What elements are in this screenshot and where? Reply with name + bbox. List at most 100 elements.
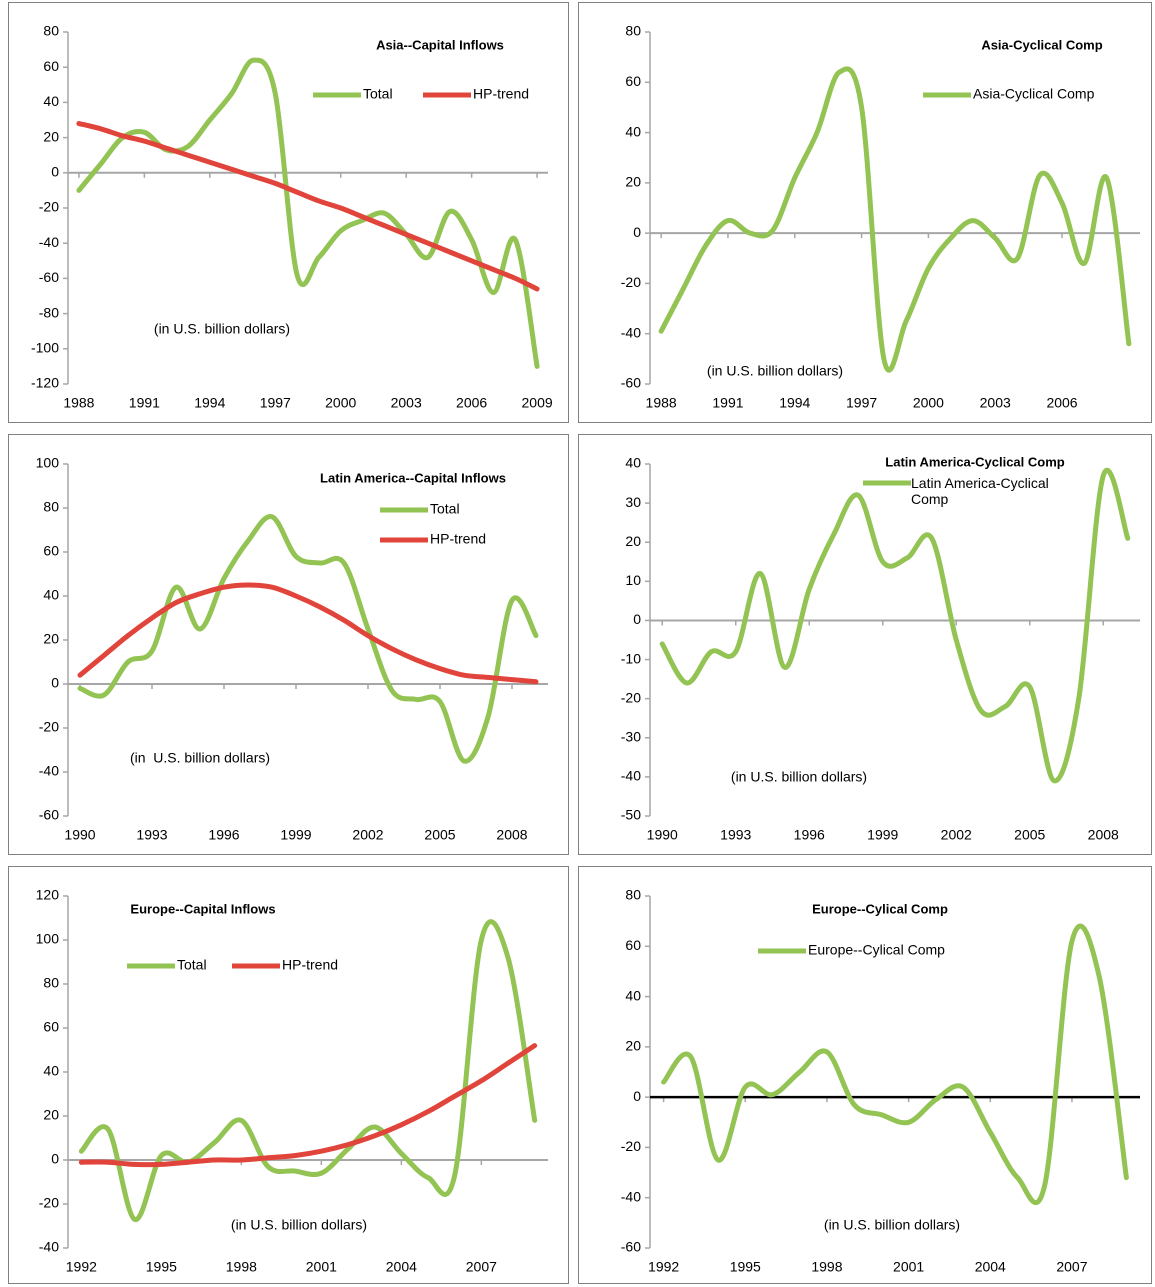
y-tick-label: 0: [51, 1151, 59, 1167]
y-tick-label: -50: [621, 807, 641, 823]
y-tick-label: 40: [625, 123, 641, 139]
legend-label: HP-trend: [282, 957, 338, 973]
x-tick-label: 2004: [975, 1259, 1006, 1275]
x-tick-label: 1993: [720, 827, 751, 843]
y-tick-label: 20: [43, 128, 59, 144]
y-tick-label: 20: [625, 174, 641, 190]
y-tick-label: 0: [633, 224, 641, 240]
y-tick-label: -40: [621, 1188, 641, 1204]
y-tick-label: -10: [621, 650, 641, 666]
x-tick-label: 2002: [941, 827, 972, 843]
chart-title: Asia-Cyclical Comp: [981, 37, 1102, 52]
x-tick-label: 2000: [913, 395, 944, 411]
y-tick-label: -20: [39, 719, 59, 735]
y-tick-label: -120: [31, 375, 59, 391]
x-tick-label: 2003: [391, 395, 422, 411]
x-tick-label: 1996: [208, 827, 239, 843]
y-tick-label: 40: [43, 1063, 59, 1079]
panel-border: [578, 2, 1152, 423]
y-tick-label: -20: [39, 199, 59, 215]
x-tick-label: 2006: [1046, 395, 1077, 411]
x-tick-label: 1990: [64, 827, 95, 843]
y-tick-label: 80: [625, 887, 641, 903]
x-tick-label: 1999: [280, 827, 311, 843]
y-tick-label: 40: [625, 987, 641, 1003]
y-tick-label: 40: [625, 455, 641, 471]
unit-note: (in U.S. billion dollars): [824, 1217, 960, 1233]
x-tick-label: 2008: [496, 827, 527, 843]
y-tick-label: -60: [39, 269, 59, 285]
y-tick-label: -40: [39, 234, 59, 250]
x-tick-label: 1992: [66, 1259, 97, 1275]
legend-label: Latin America-Cyclical Comp: [911, 475, 1049, 507]
y-tick-label: 20: [43, 631, 59, 647]
legend-label: Total: [430, 501, 460, 517]
unit-note: (in U.S. billion dollars): [231, 1217, 367, 1233]
x-tick-label: 2008: [1088, 827, 1119, 843]
x-tick-label: 2007: [466, 1259, 497, 1275]
y-tick-label: -20: [621, 689, 641, 705]
y-tick-label: 80: [43, 499, 59, 515]
chart-title: Asia--Capital Inflows: [376, 37, 504, 52]
x-tick-label: 1999: [867, 827, 898, 843]
y-tick-label: 100: [36, 455, 60, 471]
x-tick-label: 1988: [646, 395, 677, 411]
y-tick-label: 30: [625, 494, 641, 510]
y-tick-label: 60: [43, 543, 59, 559]
y-tick-label: -40: [39, 1239, 59, 1255]
y-tick-label: -60: [39, 807, 59, 823]
x-tick-label: 1994: [194, 395, 225, 411]
panel-border: [8, 434, 569, 855]
y-tick-label: 80: [43, 975, 59, 991]
y-tick-label: 20: [43, 1107, 59, 1123]
x-tick-label: 2007: [1056, 1259, 1087, 1275]
y-tick-label: 60: [43, 58, 59, 74]
series-line: [78, 1043, 538, 1168]
y-tick-label: -60: [621, 1239, 641, 1255]
y-tick-label: -60: [621, 375, 641, 391]
y-tick-label: 0: [51, 675, 59, 691]
y-tick-label: -40: [621, 768, 641, 784]
y-tick-label: 20: [625, 1038, 641, 1054]
x-tick-label: 1990: [647, 827, 678, 843]
chart-title: Europe--Cylical Comp: [812, 901, 948, 916]
series-line: [658, 66, 1132, 373]
y-tick-label: -20: [621, 274, 641, 290]
series-line: [661, 923, 1129, 1206]
legend-label: HP-trend: [473, 86, 529, 102]
unit-note: (in U.S. billion dollars): [731, 769, 867, 785]
x-tick-label: 1994: [779, 395, 810, 411]
x-tick-label: 2009: [522, 395, 553, 411]
x-tick-label: 2002: [352, 827, 383, 843]
y-tick-label: 0: [633, 611, 641, 627]
chart-title: Europe--Capital Inflows: [130, 901, 275, 916]
y-tick-label: 120: [36, 887, 60, 903]
x-tick-label: 1997: [260, 395, 291, 411]
x-tick-label: 2000: [325, 395, 356, 411]
x-tick-label: 1998: [226, 1259, 257, 1275]
y-tick-label: 40: [43, 587, 59, 603]
y-tick-label: 60: [43, 1019, 59, 1035]
y-tick-label: -20: [621, 1138, 641, 1154]
y-tick-label: 80: [43, 23, 59, 39]
x-tick-label: 2004: [386, 1259, 417, 1275]
x-tick-label: 2001: [306, 1259, 337, 1275]
y-tick-label: 100: [36, 931, 60, 947]
chart-title: Latin America--Capital Inflows: [320, 470, 506, 485]
y-tick-label: -100: [31, 340, 59, 356]
legend-label: Total: [363, 86, 393, 102]
x-tick-label: 1988: [63, 395, 94, 411]
panel-border: [8, 866, 569, 1284]
series-line: [77, 514, 539, 764]
series-line: [76, 121, 540, 292]
x-tick-label: 1993: [136, 827, 167, 843]
x-tick-label: 1995: [146, 1259, 177, 1275]
x-tick-label: 2003: [980, 395, 1011, 411]
x-tick-label: 2005: [424, 827, 455, 843]
y-tick-label: 40: [43, 93, 59, 109]
y-tick-label: 60: [625, 937, 641, 953]
y-tick-label: 60: [625, 73, 641, 89]
legend-text-box: Latin America-Cyclical Comp: [911, 475, 1049, 507]
x-tick-label: 1991: [129, 395, 160, 411]
